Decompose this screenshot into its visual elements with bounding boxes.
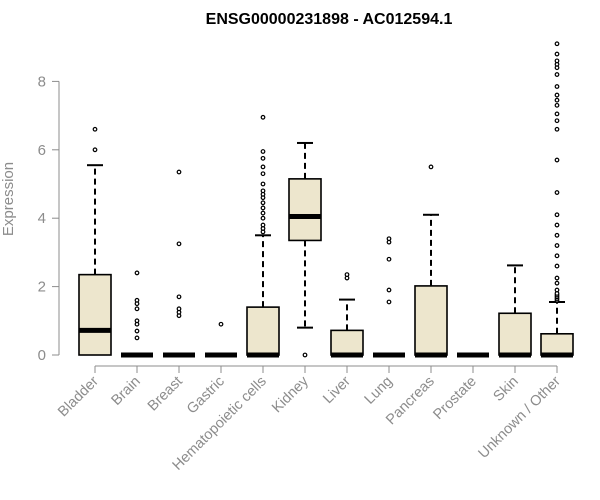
outlier-point (92, 147, 98, 153)
box-gastric (205, 321, 237, 358)
outlier-point (260, 181, 266, 187)
x-category-label: Breast (145, 374, 186, 415)
outlier-point (260, 155, 266, 161)
outlier-point (386, 287, 392, 293)
outlier-point (176, 294, 182, 300)
box-skin (498, 264, 532, 358)
outlier-point (554, 190, 560, 195)
outlier-point (260, 114, 266, 120)
outlier-point (344, 272, 350, 278)
outlier-point (176, 306, 182, 312)
outlier-point (386, 299, 392, 305)
outlier-point (260, 210, 266, 216)
outlier-point (554, 41, 560, 47)
y-tick-label: 0 (38, 347, 46, 364)
box-body (288, 178, 322, 242)
x-category-label: Prostate (430, 374, 479, 423)
box-body (498, 312, 532, 356)
x-category-label: Kidney (269, 373, 312, 416)
box-pancreas (414, 164, 448, 358)
outlier-point (260, 215, 266, 221)
box-breast (163, 169, 195, 358)
outlier-point (554, 126, 560, 132)
chart-title: ENSG00000231898 - AC012594.1 (206, 11, 453, 28)
outlier-point (554, 84, 560, 89)
outlier-point (554, 287, 560, 293)
outlier-point (554, 280, 560, 286)
outlier-point (554, 232, 560, 238)
outlier-point (554, 263, 560, 269)
outlier-point (554, 58, 560, 64)
outlier-point (554, 222, 560, 228)
outlier-point (260, 205, 266, 211)
outlier-point (92, 126, 98, 132)
x-axis (94, 365, 558, 373)
box-brain (121, 270, 153, 358)
outlier-point (134, 306, 140, 312)
outlier-point (260, 188, 266, 194)
boxes-group (78, 41, 574, 358)
x-category-label: Bladder (55, 373, 102, 420)
outlier-point (176, 169, 182, 175)
box-kidney (288, 141, 322, 358)
outlier-point (260, 164, 266, 170)
outlier-point (554, 243, 560, 248)
y-axis: 0 2 4 6 8 (38, 73, 60, 364)
outlier-point (554, 253, 560, 259)
box-body (78, 273, 112, 356)
outlier-point (134, 318, 140, 324)
outlier-point (176, 241, 182, 247)
y-axis-label: Expression (0, 162, 17, 236)
outlier-point (386, 236, 392, 242)
y-tick-label: 8 (38, 73, 46, 90)
x-category-label: Skin (491, 374, 522, 405)
outlier-point (218, 321, 224, 327)
outlier-point (554, 51, 560, 57)
outlier-point (134, 335, 140, 341)
outlier-point (260, 149, 266, 154)
outlier-point (554, 118, 560, 124)
outlier-point (554, 157, 560, 163)
box-hematopoietic-cells (246, 114, 280, 358)
box-body (540, 332, 574, 356)
box-liver (330, 272, 364, 358)
outlier-point (554, 72, 560, 77)
outlier-point (134, 270, 140, 276)
outlier-point (554, 111, 560, 117)
y-tick-label: 2 (38, 279, 46, 296)
outlier-point (554, 212, 560, 218)
box-unknown-other (540, 41, 574, 358)
box-lung (373, 236, 405, 358)
outlier-point (386, 256, 392, 262)
box-bladder (78, 126, 112, 356)
y-tick-label: 6 (38, 142, 46, 159)
outlier-point (554, 102, 560, 108)
outlier-point (554, 97, 560, 103)
outlier-point (134, 328, 140, 334)
box-body (330, 329, 364, 356)
outlier-point (428, 164, 434, 170)
x-category-label: Lung (362, 374, 396, 408)
x-category-label: Liver (320, 373, 354, 407)
outlier-point (134, 297, 140, 303)
outlier-point (554, 275, 560, 281)
outlier-point (260, 222, 266, 228)
outlier-point (260, 171, 266, 177)
y-tick-label: 4 (38, 210, 46, 227)
outlier-point (554, 92, 560, 98)
box-body (414, 285, 448, 356)
outlier-point (260, 200, 266, 206)
outlier-point (302, 352, 308, 358)
box-body (246, 306, 280, 356)
x-category-label: Brain (109, 374, 144, 409)
